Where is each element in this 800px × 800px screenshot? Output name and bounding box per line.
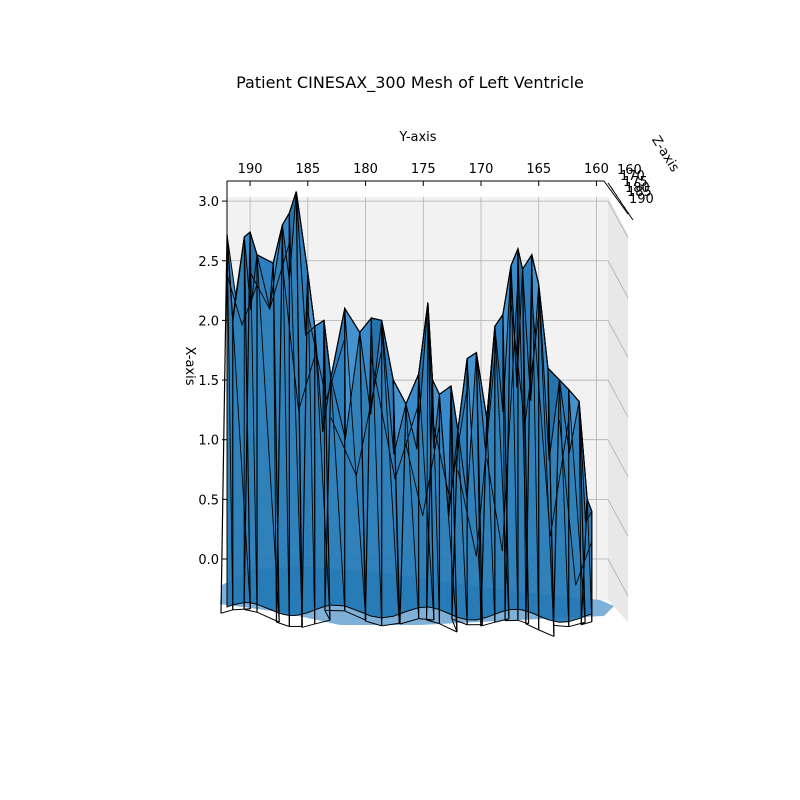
mesh-edge-bottom-3 [244, 610, 257, 613]
mesh-edge-bottom-12 [325, 610, 345, 611]
mesh-edge-vertical-0 [221, 235, 227, 614]
z-tick-mark-5 [628, 213, 633, 220]
x-axis: 0.0 0.5 1.0 1.5 2.0 2.5 3.0 X-axis [182, 181, 227, 600]
mesh-edge-bottom-6 [276, 622, 289, 626]
x-tick-label-1: 0.5 [198, 493, 219, 508]
x-axis-title: X-axis [182, 347, 197, 386]
chart-title: Patient CINESAX_300 Mesh of Left Ventric… [236, 73, 584, 93]
mesh-edge-bottom-34 [539, 630, 554, 637]
z-tick-label-5: 190 [629, 192, 654, 207]
y-axis-title: Y-axis [398, 130, 436, 145]
x-tick-label-0: 0.0 [198, 553, 219, 568]
x-tick-label-3: 1.5 [198, 374, 219, 389]
mesh-edge-bottom-36 [554, 625, 569, 626]
y-axis-ticks: 190 185 180 175 170 165 160 [238, 162, 609, 186]
y-axis: 190 185 180 175 170 165 160 Y-axis [227, 130, 609, 186]
x-tick-label-2: 1.0 [198, 434, 219, 449]
mesh-edge-bottom-31 [518, 620, 529, 623]
y-tick-label-0: 190 [238, 162, 263, 177]
x-tick-label-5: 2.5 [198, 255, 219, 270]
x-tick-label-4: 2.0 [198, 314, 219, 329]
x-tick-label-6: 3.0 [198, 195, 219, 210]
y-tick-label-6: 160 [584, 162, 609, 177]
z-axis-title: Z-axis [648, 133, 682, 175]
mesh-edge-bottom-0 [221, 610, 233, 613]
y-tick-label-1: 185 [295, 162, 320, 177]
y-tick-label-5: 165 [526, 162, 551, 177]
mesh-edge-bottom-9 [302, 624, 315, 627]
side-pane-fill [608, 197, 628, 622]
mesh-edge-bottom-33 [526, 624, 539, 630]
y-tick-label-3: 175 [411, 162, 436, 177]
y-tick-label-2: 180 [353, 162, 378, 177]
y-tick-label-4: 170 [469, 162, 494, 177]
